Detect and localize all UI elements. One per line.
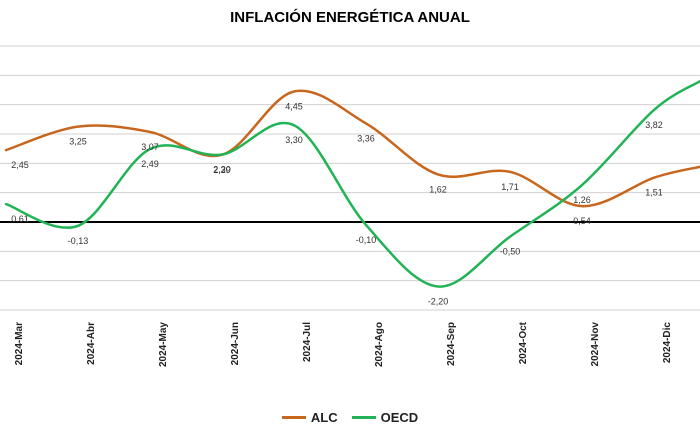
legend-swatch-alc (281, 416, 306, 419)
series-line-oecd (4, 79, 700, 288)
x-tick-label: 2024-Dic (662, 322, 673, 364)
legend: ALC OECD (0, 410, 700, 425)
x-tick-label: 2024-May (158, 322, 169, 367)
series-lines (4, 79, 700, 288)
x-tick-label: 2024-Oct (518, 321, 529, 364)
legend-label-alc: ALC (310, 410, 338, 425)
data-label: 3,36 (357, 133, 375, 143)
data-label: 3,30 (285, 135, 303, 145)
chart-title: INFLACIÓN ENERGÉTICA ANUAL (230, 9, 470, 26)
data-label: 2,30 (213, 165, 231, 175)
data-labels: 2,45 3,25 3,07 2,29 4,45 3,36 1,62 1,71 0,54 1,51… (11, 101, 663, 306)
data-label: 4,45 (285, 101, 303, 111)
x-tick-label: 2024-Sep (446, 322, 457, 366)
data-label: 1,26 (573, 195, 591, 205)
x-tick-label: 2024-Abr (86, 322, 97, 365)
data-label: 0,54 (573, 216, 591, 226)
data-label: -0,50 (500, 247, 521, 257)
legend-label-oecd: OECD (380, 410, 419, 425)
data-label: 1,51 (645, 188, 663, 198)
data-label: 1,62 (429, 184, 447, 194)
data-label: -0,13 (68, 236, 89, 246)
data-label: 2,49 (141, 159, 159, 169)
x-tick-label: 2024-Jul (302, 322, 313, 362)
legend-item-alc: ALC (281, 410, 338, 425)
data-label: 3,25 (69, 137, 87, 147)
x-tick-labels: 2024-Mar 2024-Abr 2024-May 2024-Jun 2024-Jul… (14, 321, 673, 367)
data-label: 0,61 (11, 214, 29, 224)
data-label: 3,82 (645, 120, 663, 130)
data-label: -2,20 (428, 297, 449, 307)
data-label: 2,45 (11, 160, 29, 170)
data-label: 2,29 (213, 165, 231, 175)
data-label: -0,10 (356, 235, 377, 245)
series-line-alc (4, 89, 700, 208)
data-label: 1,71 (501, 182, 519, 192)
x-tick-label: 2024-Jun (230, 322, 241, 365)
gridlines (0, 45, 700, 311)
data-label: 3,07 (141, 142, 159, 152)
legend-swatch-oecd (351, 416, 376, 419)
legend-item-oecd: OECD (351, 410, 419, 425)
x-tick-label: 2024-Mar (14, 322, 25, 365)
x-tick-label: 2024-Nov (590, 322, 601, 367)
x-tick-label: 2024-Ago (374, 322, 385, 367)
